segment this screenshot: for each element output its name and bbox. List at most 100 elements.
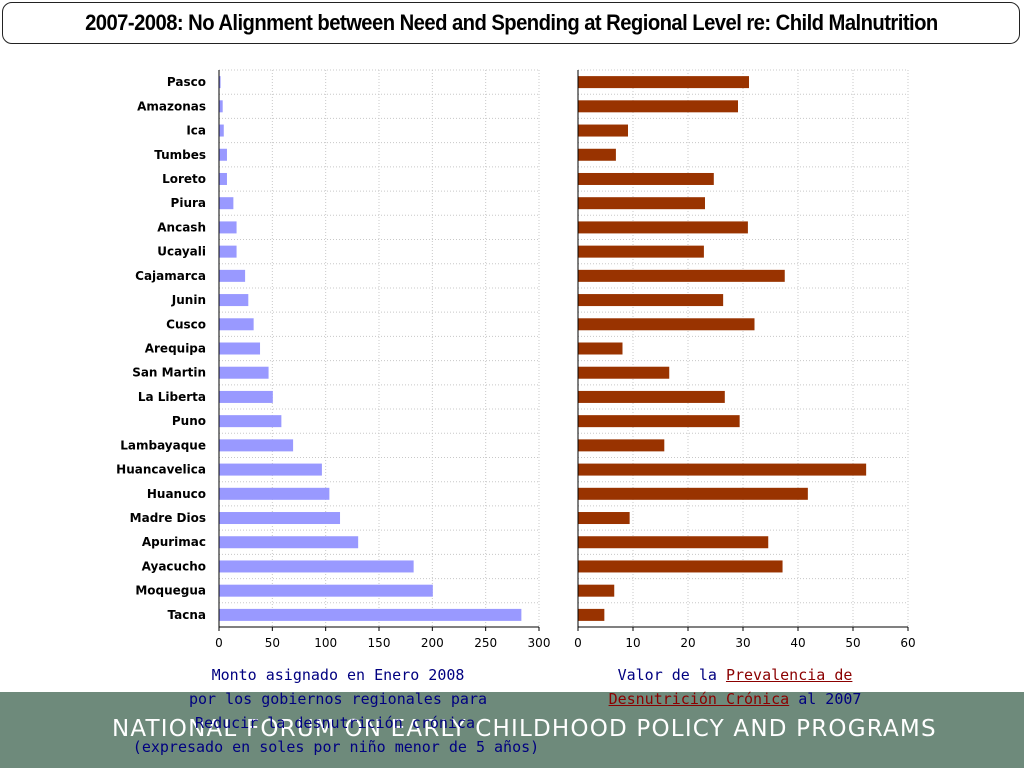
right-bar bbox=[578, 100, 738, 113]
right-bar bbox=[578, 318, 755, 331]
left-bar bbox=[219, 100, 223, 113]
left-bar bbox=[219, 124, 224, 137]
left-tick-label: 300 bbox=[528, 636, 551, 650]
right-caption-highlight1: Prevalencia de bbox=[725, 666, 853, 684]
category-label: Lambayaque bbox=[120, 438, 206, 452]
category-label: Cajamarca bbox=[135, 269, 206, 283]
left-bar bbox=[219, 536, 359, 549]
right-bar bbox=[578, 197, 705, 210]
left-caption-line4: (expresado en soles por niño menor de 5 … bbox=[132, 738, 540, 756]
left-bar-chart: Pasco Amazonas Ica Tumbes Loreto Piura Ancash U… bbox=[116, 69, 551, 650]
right-bar bbox=[578, 390, 725, 403]
right-bar bbox=[578, 269, 785, 282]
left-bar bbox=[219, 197, 234, 210]
right-bar bbox=[578, 76, 749, 89]
category-label: Loreto bbox=[162, 172, 206, 186]
category-label: Ucayali bbox=[157, 245, 206, 259]
left-tick-label: 100 bbox=[314, 636, 337, 650]
category-label: Huanuco bbox=[147, 487, 206, 501]
footer-text: NATIONAL FORUM ON EARLY CHILDHOOD POLICY… bbox=[112, 716, 937, 742]
category-label: Piura bbox=[171, 196, 206, 210]
right-tick-label: 10 bbox=[625, 636, 640, 650]
category-label: San Martin bbox=[132, 366, 206, 380]
right-bar bbox=[578, 294, 724, 307]
category-label: La Liberta bbox=[138, 390, 206, 404]
left-bar bbox=[219, 245, 237, 258]
left-bar bbox=[219, 221, 237, 234]
right-tick-label: 40 bbox=[790, 636, 805, 650]
category-label: Madre Dios bbox=[130, 511, 206, 525]
left-tick-label: 250 bbox=[474, 636, 497, 650]
left-caption-line2: por los gobiernos regionales para bbox=[188, 690, 487, 708]
left-bar bbox=[219, 294, 249, 307]
left-bar bbox=[219, 390, 273, 403]
left-bar bbox=[219, 487, 330, 500]
right-tick-label: 0 bbox=[574, 636, 582, 650]
left-bar bbox=[219, 560, 414, 573]
left-bar bbox=[219, 342, 261, 355]
left-bar bbox=[219, 439, 294, 452]
right-bar bbox=[578, 124, 628, 137]
category-label: Moquegua bbox=[135, 584, 206, 598]
left-tick-label: 200 bbox=[421, 636, 444, 650]
left-bar bbox=[219, 584, 433, 597]
right-tick-label: 60 bbox=[900, 636, 915, 650]
charts-canvas: Pasco Amazonas Ica Tumbes Loreto Piura Ancash U… bbox=[116, 69, 916, 650]
right-caption-line1: Valor de la Prevalencia de bbox=[600, 666, 870, 684]
left-bar bbox=[219, 512, 341, 525]
right-caption-line2: Desnutrición Crónica al 2007 bbox=[592, 690, 878, 708]
left-bar bbox=[219, 269, 246, 282]
right-bar bbox=[578, 415, 740, 428]
left-bar bbox=[219, 76, 221, 89]
category-label: Puno bbox=[172, 414, 206, 428]
left-tick-label: 50 bbox=[265, 636, 280, 650]
left-bar bbox=[219, 148, 227, 161]
left-tick-label: 150 bbox=[368, 636, 391, 650]
category-label: Ica bbox=[186, 124, 206, 138]
left-tick-label: 0 bbox=[215, 636, 223, 650]
right-bar bbox=[578, 342, 623, 355]
right-bar bbox=[578, 245, 704, 258]
right-bar-chart: 0 10 20 30 40 50 60 bbox=[574, 69, 916, 650]
category-label: Huancavelica bbox=[116, 463, 206, 477]
left-caption-line3: Reducir la desnutrición crónica bbox=[195, 714, 475, 732]
category-label: Arequipa bbox=[145, 342, 206, 356]
category-label: Tumbes bbox=[154, 148, 206, 162]
category-label: Pasco bbox=[167, 75, 206, 89]
right-bar bbox=[578, 584, 615, 597]
left-bar bbox=[219, 366, 269, 379]
category-label: Apurimac bbox=[142, 535, 206, 549]
left-bar bbox=[219, 415, 282, 428]
category-label: Cusco bbox=[166, 317, 206, 331]
right-bar bbox=[578, 366, 670, 379]
right-bar bbox=[578, 221, 748, 234]
right-tick-label: 20 bbox=[680, 636, 695, 650]
slide-title: 2007-2008: No Alignment between Need and… bbox=[84, 10, 938, 35]
right-bar bbox=[578, 512, 630, 525]
left-bar bbox=[219, 463, 322, 476]
category-label: Junin bbox=[171, 293, 206, 307]
right-tick-label: 30 bbox=[735, 636, 750, 650]
left-caption-line1: Monto asignado en Enero 2008 bbox=[211, 666, 465, 684]
category-label: Ayacucho bbox=[142, 559, 206, 573]
right-tick-label: 50 bbox=[845, 636, 860, 650]
category-label: Ancash bbox=[157, 220, 206, 234]
right-bar bbox=[578, 148, 616, 161]
left-bar bbox=[219, 318, 254, 331]
right-bar bbox=[578, 172, 714, 185]
right-caption-prefix: Valor de la bbox=[617, 666, 717, 684]
left-bar bbox=[219, 172, 227, 185]
footer-band bbox=[0, 692, 1024, 768]
right-bar bbox=[578, 487, 808, 500]
left-bar bbox=[219, 608, 522, 621]
right-bar bbox=[578, 463, 867, 476]
right-caption-suffix: al 2007 bbox=[798, 690, 862, 708]
right-bar bbox=[578, 439, 665, 452]
right-bar bbox=[578, 536, 769, 549]
right-caption-highlight2: Desnutrición Crónica bbox=[608, 690, 790, 708]
right-bar bbox=[578, 560, 783, 573]
category-label: Tacna bbox=[168, 608, 207, 622]
right-bar bbox=[578, 608, 605, 621]
category-label: Amazonas bbox=[137, 99, 206, 113]
title-box: 2007-2008: No Alignment between Need and… bbox=[2, 2, 1020, 44]
